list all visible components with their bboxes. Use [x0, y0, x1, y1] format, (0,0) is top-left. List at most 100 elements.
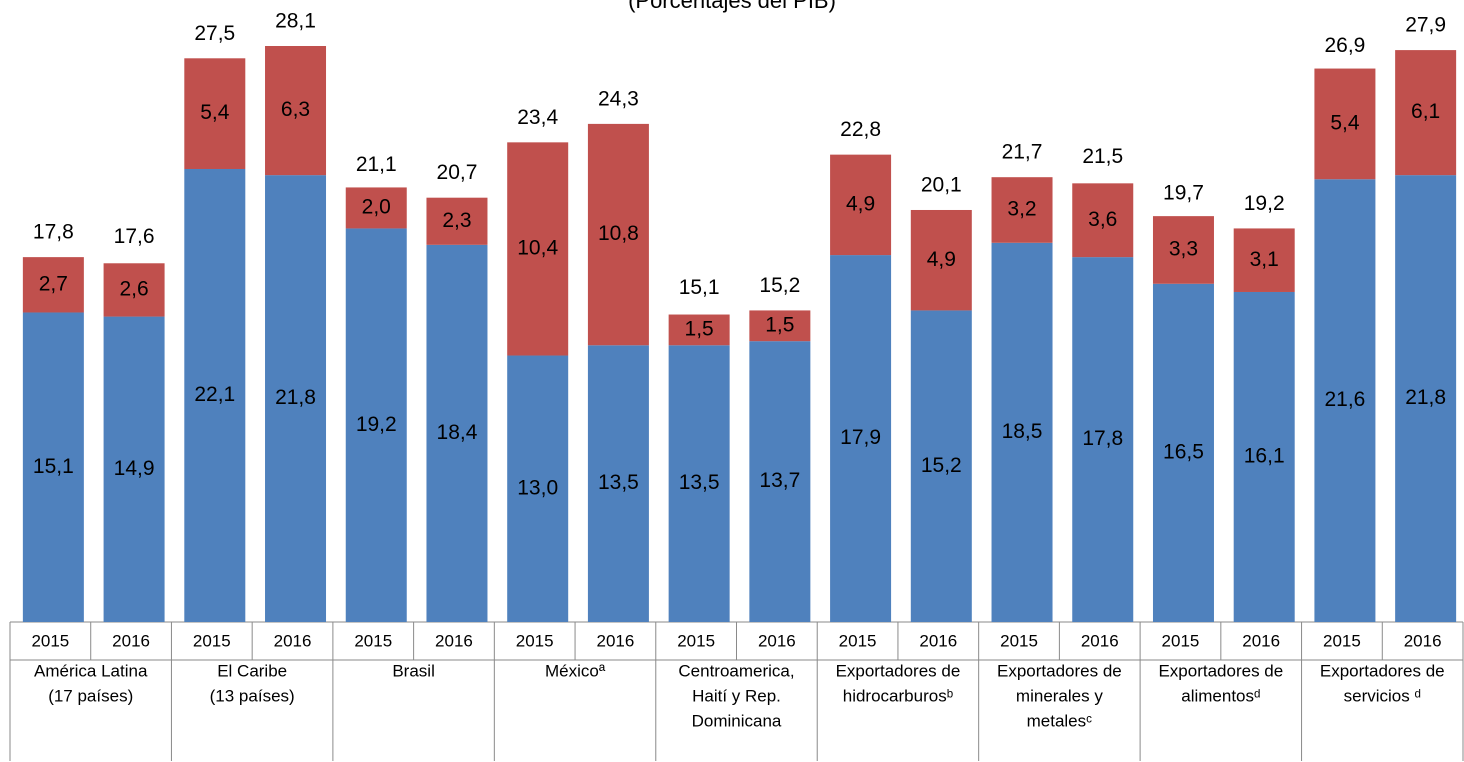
group-label: El Caribe [217, 661, 287, 680]
bar-segment [426, 244, 488, 622]
bar-segment [830, 154, 892, 256]
data-label: 3,2 [1007, 198, 1036, 221]
bar-segment [1233, 228, 1295, 292]
data-label: 13,5 [679, 471, 720, 494]
data-label: 4,9 [927, 248, 956, 271]
bar-segment [103, 263, 165, 317]
bar-segment [507, 142, 569, 356]
bar-segment [345, 228, 407, 623]
data-label: 2,3 [442, 209, 471, 232]
data-label: 5,4 [200, 101, 230, 124]
total-label: 15,2 [759, 274, 800, 297]
x-tick-label: 2016 [1242, 631, 1280, 650]
total-label: 24,3 [598, 87, 639, 110]
total-label: 27,9 [1405, 14, 1446, 37]
total-label: 20,7 [437, 161, 478, 184]
bar-segment [1152, 216, 1214, 284]
data-label: 3,1 [1250, 248, 1279, 271]
data-label: 10,8 [598, 222, 639, 245]
bar-segment [668, 314, 730, 346]
bar-segment [265, 46, 327, 176]
bar-segment [910, 209, 972, 311]
x-tick-label: 2016 [435, 631, 473, 650]
x-tick-label: 2015 [516, 631, 554, 650]
total-label: 19,2 [1244, 192, 1285, 215]
data-label: 13,7 [759, 469, 800, 492]
x-tick-label: 2016 [1404, 631, 1442, 650]
group-label: hidrocarburosᵇ [843, 686, 953, 705]
bar-segment [587, 345, 649, 622]
data-label: 3,6 [1088, 208, 1117, 231]
bar-segment [910, 310, 972, 622]
data-label: 13,5 [598, 471, 639, 494]
bar-segment [184, 58, 246, 169]
data-label: 14,9 [114, 457, 155, 480]
data-label: 6,1 [1411, 100, 1440, 123]
data-label: 18,5 [1002, 420, 1043, 443]
data-label: 2,7 [39, 272, 68, 295]
data-label: 17,8 [1082, 427, 1123, 450]
group-label: metalesᶜ [1027, 711, 1093, 730]
data-label: 16,5 [1163, 440, 1204, 463]
x-tick-label: 2015 [1162, 631, 1200, 650]
x-tick-label: 2016 [919, 631, 957, 650]
total-label: 21,1 [356, 153, 397, 176]
total-label: 19,7 [1163, 182, 1204, 205]
group-label: Exportadores de [1320, 661, 1445, 680]
group-label: Exportadores de [997, 661, 1122, 680]
group-label: servicios ᵈ [1344, 686, 1421, 705]
data-label: 3,3 [1169, 238, 1198, 261]
data-label: 2,0 [362, 195, 391, 218]
group-label: Exportadores de [1158, 661, 1283, 680]
data-label: 15,2 [921, 454, 962, 477]
bar-segment [1314, 68, 1376, 180]
bar-segment [426, 197, 488, 245]
data-label: 16,1 [1244, 445, 1285, 468]
x-tick-label: 2016 [112, 631, 150, 650]
bar-segment [991, 242, 1053, 623]
bar-segment [749, 341, 811, 622]
x-tick-label: 2015 [677, 631, 715, 650]
total-label: 21,7 [1002, 141, 1043, 164]
bar-segment [991, 177, 1053, 243]
x-tick-label: 2016 [274, 631, 312, 650]
data-label: 1,5 [765, 313, 794, 336]
data-label: 5,4 [1330, 111, 1360, 134]
chart-subtitle: (Porcentajes del PIB) [628, 0, 836, 13]
bar-segment [1072, 183, 1134, 258]
bar-segment [749, 310, 811, 342]
group-label: Exportadores de [836, 661, 961, 680]
bar-segment [1314, 179, 1376, 622]
data-label: 2,6 [119, 277, 148, 300]
data-label: 21,6 [1324, 388, 1365, 411]
bar-segment [265, 175, 327, 622]
bar-segment [1072, 257, 1134, 622]
data-label: 19,2 [356, 413, 397, 436]
x-tick-label: 2015 [839, 631, 877, 650]
data-label: 17,9 [840, 426, 881, 449]
total-label: 20,1 [921, 174, 962, 197]
x-tick-label: 2015 [354, 631, 392, 650]
group-label: Dominicana [692, 711, 782, 730]
data-label: 15,1 [33, 455, 74, 478]
group-label: (17 países) [48, 686, 133, 705]
total-label: 17,6 [114, 225, 155, 248]
group-label: Haití y Rep. [692, 686, 781, 705]
total-label: 27,5 [194, 22, 235, 45]
bar-segment [103, 316, 165, 622]
group-label: alimentosᵈ [1181, 686, 1260, 705]
data-label: 4,9 [846, 192, 875, 215]
data-label: 21,8 [1405, 386, 1446, 409]
group-label: (13 países) [210, 686, 295, 705]
x-tick-label: 2016 [1081, 631, 1119, 650]
data-label: 10,4 [517, 236, 558, 259]
bar-segment [22, 312, 84, 622]
x-tick-label: 2016 [597, 631, 635, 650]
bar-segment [184, 168, 246, 622]
bar-segment [1233, 291, 1295, 622]
x-tick-label: 2015 [31, 631, 69, 650]
x-tick-label: 2016 [758, 631, 796, 650]
bar-segment [587, 123, 649, 346]
bar-segment [1395, 50, 1457, 176]
